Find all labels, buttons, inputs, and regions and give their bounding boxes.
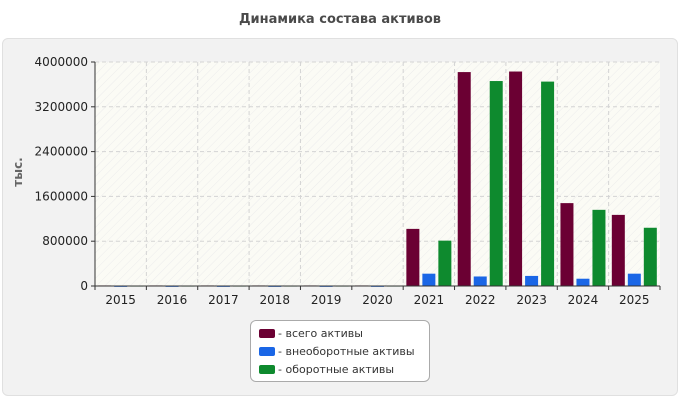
y-tick-label: 2400000: [35, 145, 88, 159]
legend-swatch-total: [259, 328, 275, 338]
x-tick-label: 2019: [311, 293, 342, 307]
x-tick-label: 2024: [568, 293, 599, 307]
bar-total: [560, 203, 574, 286]
y-axis-label: тыс.: [11, 157, 25, 186]
bar-total: [509, 71, 523, 287]
x-tick-label: 2023: [516, 293, 547, 307]
y-tick-label: 800000: [42, 234, 88, 248]
plot-area: [95, 62, 660, 286]
bar-noncurrent: [627, 273, 641, 286]
legend-label-noncurrent: - внеоборотные активы: [278, 344, 415, 358]
x-tick-label: 2017: [208, 293, 239, 307]
bar-current: [438, 240, 452, 286]
chart-title: Динамика состава активов: [238, 12, 442, 27]
x-tick-label: 2020: [362, 293, 393, 307]
legend-item-current: - оборотные активы: [259, 360, 421, 378]
bar-current: [541, 81, 555, 286]
legend: - всего активы - внеоборотные активы - о…: [250, 320, 430, 382]
y-tick-label: 4000000: [35, 55, 88, 69]
y-tick-label: 1600000: [35, 189, 88, 203]
y-tick-label: 0: [80, 279, 88, 293]
bar-noncurrent: [525, 275, 539, 286]
bar-noncurrent: [422, 273, 436, 286]
bar-current: [592, 209, 606, 286]
legend-swatch-noncurrent: [259, 346, 275, 356]
x-tick-label: 2022: [465, 293, 496, 307]
bar-noncurrent: [473, 276, 487, 286]
bar-total: [406, 228, 420, 286]
bar-total: [611, 214, 625, 286]
legend-label-total: - всего активы: [278, 326, 363, 340]
x-tick-label: 2015: [105, 293, 136, 307]
legend-item-total: - всего активы: [259, 324, 421, 342]
bar-noncurrent: [576, 278, 590, 286]
x-tick-label: 2016: [157, 293, 188, 307]
legend-swatch-current: [259, 364, 275, 374]
bar-current: [489, 81, 503, 286]
bar-current: [643, 227, 657, 286]
bars-group: [98, 71, 657, 287]
y-tick-labels: 0 800000 1600000 2400000 3200000 4000000: [35, 55, 95, 293]
bar-total: [457, 72, 471, 286]
y-tick-label: 3200000: [35, 100, 88, 114]
axes: [94, 62, 660, 287]
x-tick-label: 2018: [259, 293, 290, 307]
legend-label-current: - оборотные активы: [278, 362, 395, 376]
x-tick-label: 2025: [619, 293, 650, 307]
x-tick-label: 2021: [414, 293, 445, 307]
legend-item-noncurrent: - внеоборотные активы: [259, 342, 421, 360]
x-tick-labels: 2015 2016 2017 2018 2019 2020 2021 2022 2023 2024…: [94, 286, 661, 307]
